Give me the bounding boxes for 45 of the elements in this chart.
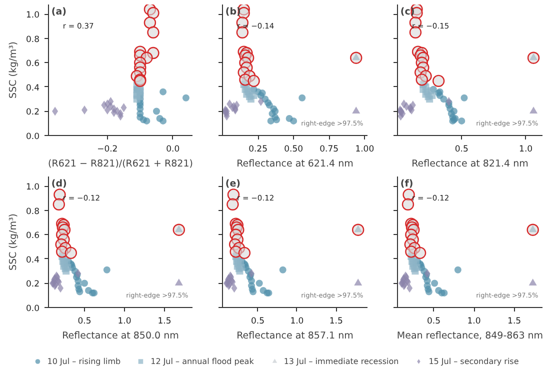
y-tick-label: 0.6: [26, 59, 40, 70]
x-axis-title: Reflectance at 857.1 nm: [236, 330, 354, 342]
x-tick-label: 1.0: [519, 144, 533, 154]
y-tick-label: 0.0: [26, 304, 40, 314]
x-tick-label: 0.5: [454, 144, 468, 154]
y-tick-label: 0.2: [26, 280, 40, 290]
x-tick-label: 1.0: [118, 316, 132, 326]
x-tick-label: 0.5: [426, 316, 441, 326]
legend-label: 12 Jul – annual flood peak: [150, 356, 254, 366]
y-tick-label: 0.8: [26, 206, 40, 217]
y-tick-label: 0.4: [26, 255, 40, 266]
x-tick-label: 0.25: [248, 144, 268, 154]
x-axis-title: Reflectance at 621.4 nm: [236, 158, 354, 170]
x-tick-label: 1.00: [355, 144, 374, 154]
annotation: (f): [400, 178, 414, 190]
x-axis-title: Mean reflectance, 849-863 nm: [396, 330, 544, 342]
x-axis-title: (R621 − R821)/(R621 + R821): [48, 158, 193, 170]
legend-label: 13 Jul – immediate recession: [284, 356, 399, 366]
x-tick-label: 1.0: [290, 316, 304, 326]
y-tick-label: 0.8: [26, 34, 40, 45]
x-axis-title: Reflectance at 821.4 nm: [412, 158, 528, 170]
x-tick-label: 0.5: [78, 316, 92, 326]
y-tick-label: 0.0: [26, 132, 40, 142]
x-tick-label: 1.5: [158, 316, 172, 326]
annotation: (e): [225, 178, 241, 190]
legend-label: 15 Jul – secondary rise: [428, 356, 519, 366]
annotation: (d): [51, 178, 67, 190]
y-axis-title: SSC (kg/m³): [8, 42, 19, 98]
x-tick-label: 0.75: [320, 144, 339, 154]
legend-label: 10 Jul – rising limb: [47, 356, 121, 366]
y-tick-label: 0.4: [26, 83, 40, 94]
x-tick-label: 0.5: [251, 316, 265, 326]
y-tick-label: 0.2: [26, 108, 40, 118]
x-tick-label: 0.0: [166, 144, 180, 154]
x-axis-title: Reflectance at 850.0 nm: [62, 330, 179, 342]
x-tick-label: 1.0: [467, 316, 481, 326]
annotation: (a): [51, 6, 66, 18]
y-tick-label: 1.0: [26, 10, 40, 21]
x-tick-label: −0.2: [97, 144, 118, 154]
y-tick-label: 0.6: [26, 231, 40, 242]
x-tick-label: 0.50: [284, 144, 304, 154]
y-axis-title: SSC (kg/m³): [8, 214, 19, 270]
x-tick-label: 1.5: [508, 316, 522, 326]
x-tick-label: 1.5: [329, 316, 343, 326]
y-tick-label: 1.0: [26, 182, 40, 193]
